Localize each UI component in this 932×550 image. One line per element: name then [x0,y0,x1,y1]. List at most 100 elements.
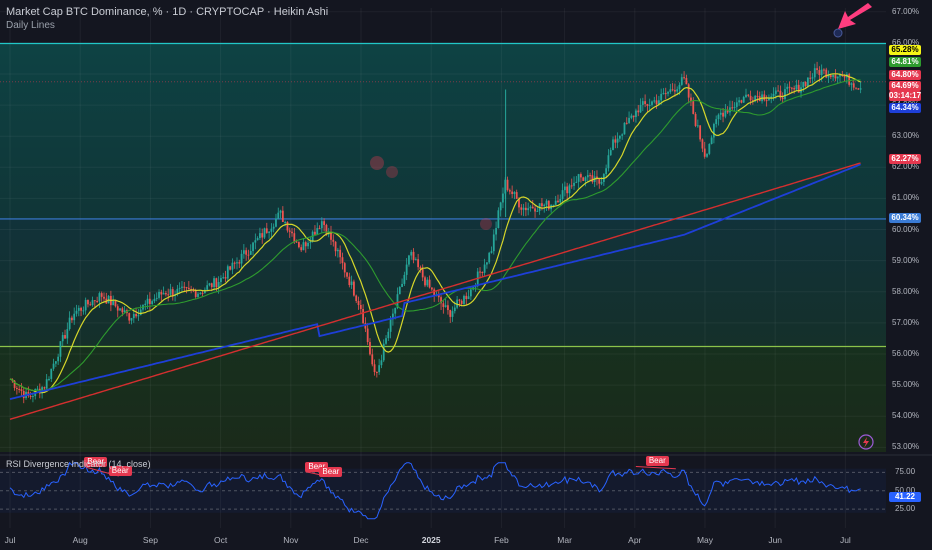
price-badge: 64.80% [889,70,921,80]
price-tick: 56.00% [892,348,920,358]
candle-body [722,112,724,117]
candle-body [781,97,784,99]
candle-body [229,266,232,270]
candle-body [651,101,653,105]
candle-body [18,388,21,390]
candle-body [394,307,397,314]
candle-body [630,115,633,118]
ma-red-line [9,162,861,420]
candle-body [575,181,578,183]
candle-body [421,269,424,278]
bear-label: Bear [108,466,132,477]
candle-body [203,289,206,294]
candle-body [256,238,259,241]
price-tick: 66.00% [892,37,920,47]
candle-body [802,81,805,88]
candle-body [387,331,390,339]
candle-body [515,192,518,199]
candle-body [708,143,711,154]
candle-body [373,364,376,373]
candle-body [119,308,121,311]
price-tick: 55.00% [892,380,920,390]
bear-label: Bear [319,466,343,477]
candle-body [481,271,484,273]
candle-body [240,253,243,264]
lightning-glyph [863,437,869,448]
candle-body [463,295,465,304]
candle-body [712,123,715,138]
candle-body [825,69,828,78]
candle-body [745,94,747,98]
candle-body [185,287,188,289]
candle-body [412,251,415,260]
candle-body [664,93,667,95]
candle-body [144,303,147,306]
candle-body [813,68,816,78]
candle-body [304,242,307,247]
rsi-tick: 75.00 [895,467,916,477]
candle-body [742,97,745,103]
circle-marker-icon[interactable] [833,28,843,38]
candle-body [121,308,124,313]
candle-body [295,241,298,243]
candle-body [245,250,248,255]
candle-body [733,106,736,108]
price-badge: 60.34% [889,213,921,223]
candle-body [366,328,369,343]
candle-body [568,185,571,194]
candle-body [68,317,71,330]
candle-body [827,75,830,78]
candle-body [818,70,821,76]
candle-body [50,368,53,379]
rsi-title[interactable]: RSI Divergence Indicator (14, close) [6,459,151,469]
candle-body [621,134,624,136]
candle-body [254,240,257,243]
candle-body [467,296,470,300]
candle-body [183,286,186,288]
candle-body [206,285,209,290]
candle-body [706,153,708,157]
candle-body [167,294,170,296]
candle-body [272,226,275,229]
pink-arrow-icon [838,3,872,29]
candle-body [719,112,722,115]
candle-body [437,294,440,298]
candle-body [332,239,335,242]
candle-body [566,186,569,194]
lightning-icon[interactable] [858,434,874,450]
bear-divergence-line [635,465,676,470]
candle-body [320,221,323,229]
price-tick: 59.00% [892,255,920,265]
candle-body [456,299,459,308]
candle-body [238,262,241,264]
time-tick: Aug [72,535,88,545]
time-tick: Feb [494,535,509,545]
candle-body [653,100,656,102]
candle-body [770,96,773,98]
candle-body [279,210,282,213]
zone-middle [0,218,886,347]
candle-body [275,218,277,227]
time-tick: Dec [353,535,369,545]
chart-title[interactable]: Market Cap BTC Dominance, % · 1D · CRYPT… [6,6,329,18]
candle-body [424,277,426,286]
candle-body [680,77,683,85]
candle-body [215,278,218,288]
candle-body [339,249,342,258]
price-tick: 61.00% [892,193,920,203]
candle-body [265,228,268,233]
candle-body [48,378,50,380]
price-badge: 64.69% [889,81,921,91]
candle-body [103,296,105,299]
candle-body [554,200,557,205]
candle-body [419,267,422,270]
candle-body [465,295,468,300]
candle-body [288,230,291,232]
candle-body [639,104,642,113]
candle-body [527,208,530,211]
candle-body [362,308,364,324]
candle-body [410,251,413,256]
candle-body [346,272,348,277]
candle-body [683,77,685,79]
